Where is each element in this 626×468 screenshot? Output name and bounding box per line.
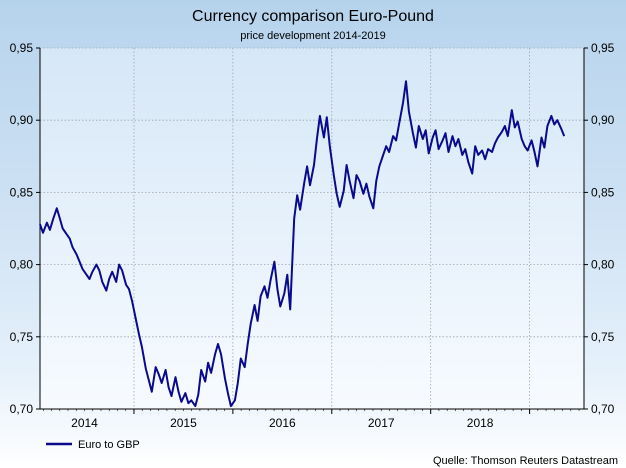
y-tick-label-right: 0,90: [591, 113, 615, 127]
legend: Euro to GBP: [46, 439, 140, 451]
y-tick-label-right: 0,70: [591, 402, 615, 416]
plot-background: [40, 48, 584, 409]
y-tick-label-left: 0,70: [10, 402, 34, 416]
x-tick-label: 2014: [71, 416, 98, 430]
y-tick-label-right: 0,75: [591, 330, 615, 344]
series-line-euro-gbp: [39, 80, 566, 408]
legend-label: Euro to GBP: [78, 439, 140, 451]
x-tick-label: 2018: [467, 416, 494, 430]
chart-subtitle: price development 2014-2019: [240, 30, 386, 42]
y-tick-label-right: 0,95: [591, 41, 615, 55]
x-tick-label: 2017: [368, 416, 395, 430]
y-tick-label-left: 0,85: [10, 185, 34, 199]
y-tick-label-left: 0,80: [10, 258, 34, 272]
chart-title: Currency comparison Euro-Pound: [192, 8, 434, 25]
plot-area: 0,70 0,70 0,75 0,75 0,80 0,80 0,85 0,85 0,90 0,90…: [10, 41, 615, 430]
x-tick-label: 2016: [269, 416, 296, 430]
y-tick-label-right: 0,80: [591, 258, 615, 272]
x-tick-label: 2015: [170, 416, 197, 430]
y-tick-label-left: 0,95: [10, 41, 34, 55]
y-tick-label-left: 0,75: [10, 330, 34, 344]
y-tick-label-left: 0,90: [10, 113, 34, 127]
y-tick-label-right: 0,85: [591, 185, 615, 199]
source-note: Quelle: Thomson Reuters Datastream: [433, 455, 618, 467]
